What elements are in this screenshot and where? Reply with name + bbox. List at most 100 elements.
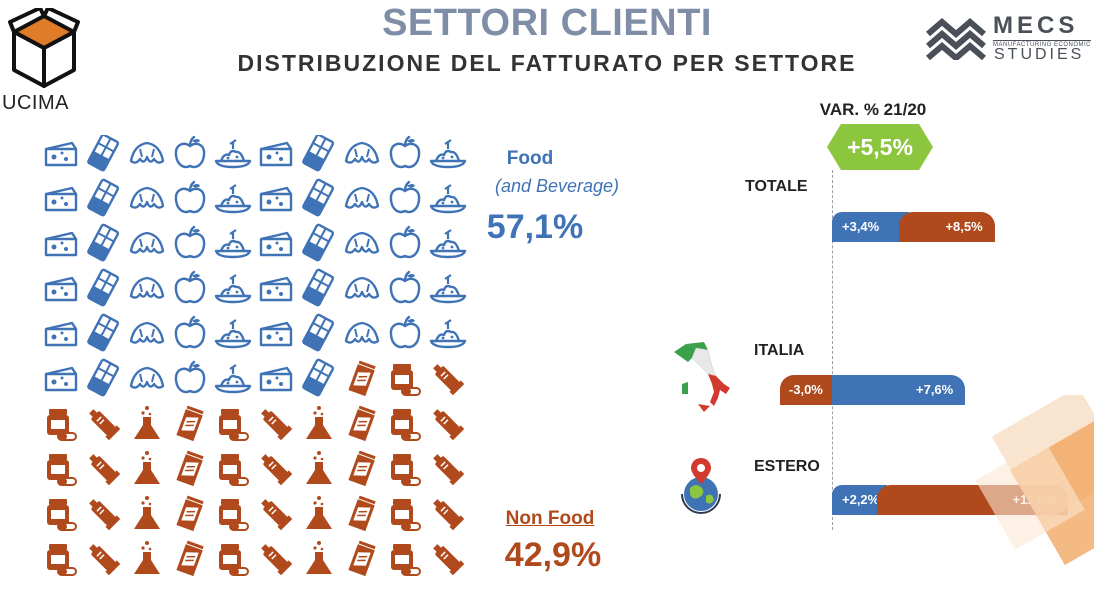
pasta-icon (214, 229, 252, 259)
cheese-icon (259, 231, 293, 257)
croissant-icon (129, 141, 165, 164)
cheese-icon (259, 321, 293, 347)
apple-icon (389, 315, 421, 349)
tube-icon (89, 409, 121, 441)
pasta-icon (429, 229, 467, 259)
sachet-icon (176, 539, 205, 577)
pill-bottle-icon (47, 409, 77, 441)
sachet-icon (348, 404, 377, 442)
cheese-icon (44, 231, 78, 257)
pill-bottle-icon (391, 499, 421, 531)
pill-bottle-icon (391, 409, 421, 441)
cheese-icon (259, 366, 293, 392)
pill-bottle-icon (391, 454, 421, 486)
tube-icon (433, 454, 465, 486)
pasta-icon (214, 319, 252, 349)
chocolate-icon (302, 313, 335, 352)
bar-totale-food: +3,4% (832, 212, 909, 242)
chocolate-icon (87, 358, 120, 397)
zero-axis-line (832, 170, 833, 530)
apple-icon (389, 135, 421, 169)
croissant-icon (344, 231, 380, 254)
tube-icon (261, 499, 293, 531)
bar-italia-nonfood: -3,0% (779, 375, 832, 405)
nonfood-share-value: 42,9% (504, 536, 602, 574)
row-label-totale: TOTALE (745, 178, 808, 195)
bar-totale-nonfood: +8,5% (898, 212, 995, 242)
ucima-logo-icon (8, 8, 80, 88)
flask-icon (134, 451, 160, 484)
bar-italia-food: +7,6% (832, 375, 966, 405)
cheese-icon (44, 366, 78, 392)
sachet-icon (348, 449, 377, 487)
pill-bottle-icon (47, 544, 77, 576)
nonfood-label: Non Food (505, 508, 595, 529)
row-label-italia: ITALIA (754, 342, 805, 359)
flask-icon (134, 496, 160, 529)
apple-icon (174, 360, 206, 394)
pill-bottle-icon (47, 454, 77, 486)
ucima-logo-text: UCIMA (2, 92, 69, 114)
chocolate-icon (302, 135, 335, 172)
apple-icon (389, 180, 421, 214)
croissant-icon (129, 366, 165, 389)
apple-icon (174, 180, 206, 214)
pasta-icon (429, 274, 467, 304)
croissant-icon (129, 321, 165, 344)
sachet-icon (176, 404, 205, 442)
pasta-icon (214, 184, 252, 214)
page-subtitle: DISTRIBUZIONE DEL FATTURATO PER SETTORE (237, 50, 857, 76)
flask-icon (306, 541, 332, 574)
mecs-logo-subtext: MANUFACTURING ECONOMIC (993, 40, 1091, 48)
apple-icon (174, 225, 206, 259)
chocolate-icon (87, 268, 120, 307)
cheese-icon (44, 321, 78, 347)
flask-icon (306, 496, 332, 529)
cheese-icon (259, 186, 293, 212)
sachet-icon (348, 539, 377, 577)
sachet-icon (176, 449, 205, 487)
tube-icon (89, 544, 121, 576)
chocolate-icon (302, 358, 335, 397)
pasta-icon (429, 319, 467, 349)
apple-icon (174, 315, 206, 349)
tube-icon (433, 544, 465, 576)
food-label: Food (506, 148, 554, 169)
cheese-icon (44, 276, 78, 302)
globe-location-icon (681, 458, 721, 514)
apple-icon (389, 270, 421, 304)
chocolate-icon (302, 178, 335, 217)
tube-icon (433, 499, 465, 531)
pill-bottle-icon (391, 364, 421, 396)
food-sublabel: (and Beverage) (494, 176, 620, 196)
tube-icon (261, 409, 293, 441)
tube-icon (89, 499, 121, 531)
flask-icon (134, 541, 160, 574)
chocolate-icon (302, 223, 335, 262)
pasta-icon (429, 184, 467, 214)
cheese-icon (259, 276, 293, 302)
pasta-icon (214, 139, 252, 169)
total-variation-value: +5,5% (847, 134, 913, 160)
pictogram-grid (44, 135, 467, 577)
apple-icon (389, 225, 421, 259)
pill-bottle-icon (219, 544, 249, 576)
pasta-icon (429, 139, 467, 169)
flask-icon (134, 406, 160, 439)
italy-map-icon (674, 342, 730, 412)
decorative-shapes (975, 395, 1094, 566)
croissant-icon (344, 141, 380, 164)
pill-bottle-icon (219, 409, 249, 441)
croissant-icon (344, 276, 380, 299)
chocolate-icon (87, 223, 120, 262)
flask-icon (306, 451, 332, 484)
row-label-estero: ESTERO (754, 458, 820, 475)
page-title: SETTORI CLIENTI (382, 2, 712, 44)
chocolate-icon (302, 268, 335, 307)
croissant-icon (129, 186, 165, 209)
cheese-icon (44, 141, 78, 167)
chocolate-icon (87, 178, 120, 217)
pill-bottle-icon (391, 544, 421, 576)
croissant-icon (129, 231, 165, 254)
cheese-icon (259, 141, 293, 167)
